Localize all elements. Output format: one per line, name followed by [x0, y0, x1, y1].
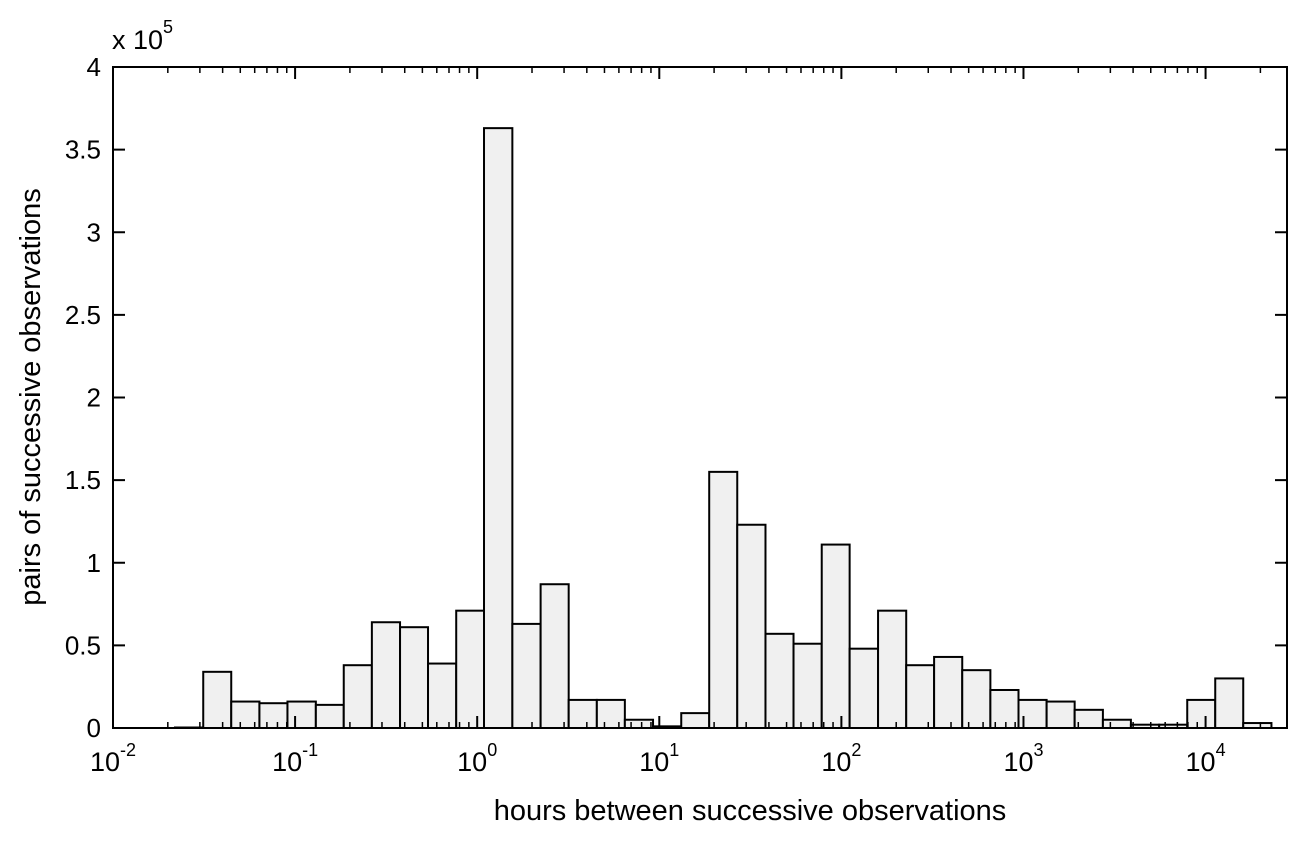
y-axis-label: pairs of successive observations: [15, 188, 47, 605]
x-tick-label: 10-1: [272, 740, 318, 777]
x-tick-label: 104: [1186, 740, 1226, 777]
x-tick-base: 10: [272, 747, 302, 777]
y-tick-label: 2: [87, 383, 101, 413]
y-tick-label: 0: [87, 713, 101, 743]
bar: [848, 647, 880, 729]
x-tick-label: 10-2: [90, 740, 136, 777]
bar: [202, 670, 233, 730]
bar: [623, 718, 655, 729]
bar: [792, 642, 823, 729]
x-tick-exponent: 3: [1033, 740, 1043, 760]
bar: [455, 609, 486, 729]
y-multiplier: x 105: [112, 17, 173, 55]
y-tick-label: 1.5: [65, 465, 101, 495]
multiplier-base: x 10: [112, 25, 163, 55]
y-tick-label: 1: [87, 548, 101, 578]
x-tick-base: 10: [90, 747, 120, 777]
bar: [1101, 718, 1132, 729]
bar: [905, 664, 936, 730]
bar: [342, 664, 373, 730]
x-tick-base: 10: [639, 747, 669, 777]
bar: [370, 621, 402, 729]
y-tick-label: 3.5: [65, 135, 101, 165]
bar: [764, 632, 795, 729]
x-tick-label: 102: [821, 740, 861, 777]
x-tick-exponent: 4: [1216, 740, 1226, 760]
x-tick-exponent: 1: [669, 740, 679, 760]
bar: [1186, 698, 1217, 729]
bar: [511, 622, 542, 730]
bar: [1045, 700, 1076, 729]
bar: [1214, 677, 1245, 729]
x-tick-label: 101: [639, 740, 679, 777]
bar: [286, 700, 317, 729]
y-tick-label: 2.5: [65, 300, 101, 330]
bar: [708, 470, 739, 729]
x-axis-label: hours between successive observations: [494, 795, 1007, 827]
bar: [820, 543, 851, 730]
x-tick-base: 10: [821, 747, 851, 777]
bar: [539, 583, 570, 729]
bar: [961, 669, 992, 729]
x-tick-label: 103: [1003, 740, 1043, 777]
x-tick-exponent: -2: [120, 740, 136, 760]
x-tick-label: 100: [457, 740, 497, 777]
bar: [595, 698, 626, 729]
bar: [736, 523, 767, 729]
x-tick-exponent: 2: [851, 740, 861, 760]
bar: [680, 712, 711, 730]
multiplier-exponent: 5: [163, 17, 173, 37]
bar: [567, 698, 598, 729]
bar: [483, 127, 514, 729]
bar: [877, 609, 908, 729]
bar: [399, 626, 430, 730]
bar: [314, 703, 345, 729]
x-tick-base: 10: [457, 747, 487, 777]
y-tick-label: 3: [87, 217, 101, 247]
x-tick-base: 10: [1186, 747, 1216, 777]
x-tick-exponent: 0: [487, 740, 497, 760]
x-tick-base: 10: [1003, 747, 1033, 777]
bar: [427, 662, 458, 729]
y-tick-label: 4: [87, 52, 101, 82]
x-tick-exponent: -1: [302, 740, 318, 760]
y-tick-label: 0.5: [65, 630, 101, 660]
plot-frame: [112, 66, 1288, 729]
bar: [933, 655, 964, 730]
bar: [258, 702, 289, 730]
